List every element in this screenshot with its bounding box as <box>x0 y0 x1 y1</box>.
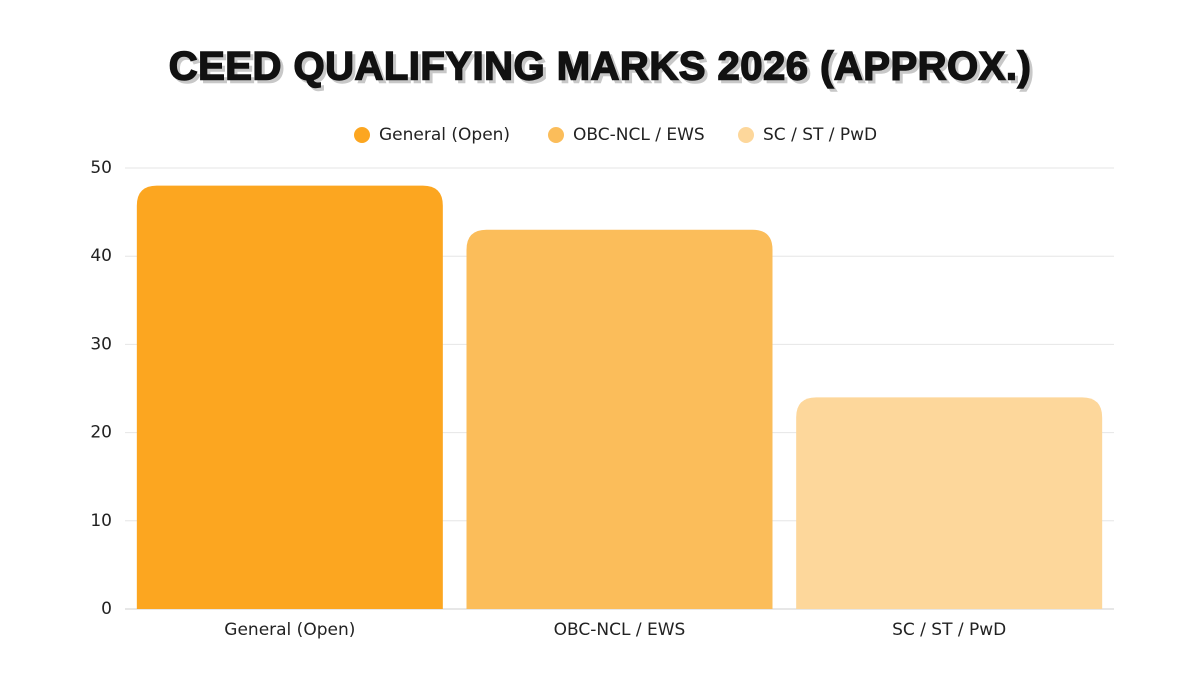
legend-swatch <box>548 127 564 143</box>
legend-swatch <box>354 127 370 143</box>
legend-label: General (Open) <box>379 125 510 145</box>
y-tick-label: 30 <box>90 334 112 354</box>
y-tick-label: 40 <box>90 246 112 266</box>
legend-label: SC / ST / PwD <box>763 125 877 145</box>
x-tick-label: OBC-NCL / EWS <box>554 620 686 640</box>
x-tick-label: SC / ST / PwD <box>892 620 1006 640</box>
bar <box>466 229 773 610</box>
chart-title: CEED QUALIFYING MARKS 2026 (APPROX.) <box>169 45 1032 89</box>
bar <box>136 185 443 609</box>
chart-title-shadow: CEED QUALIFYING MARKS 2026 (APPROX.) <box>172 48 1035 92</box>
y-tick-label: 10 <box>90 511 112 531</box>
legend-swatch <box>738 127 754 143</box>
x-tick-label: General (Open) <box>224 620 355 640</box>
legend-label: OBC-NCL / EWS <box>573 125 705 145</box>
y-tick-label: 20 <box>90 423 112 443</box>
bar <box>796 397 1103 609</box>
y-tick-label: 50 <box>90 158 112 178</box>
y-tick-label: 0 <box>101 599 112 619</box>
